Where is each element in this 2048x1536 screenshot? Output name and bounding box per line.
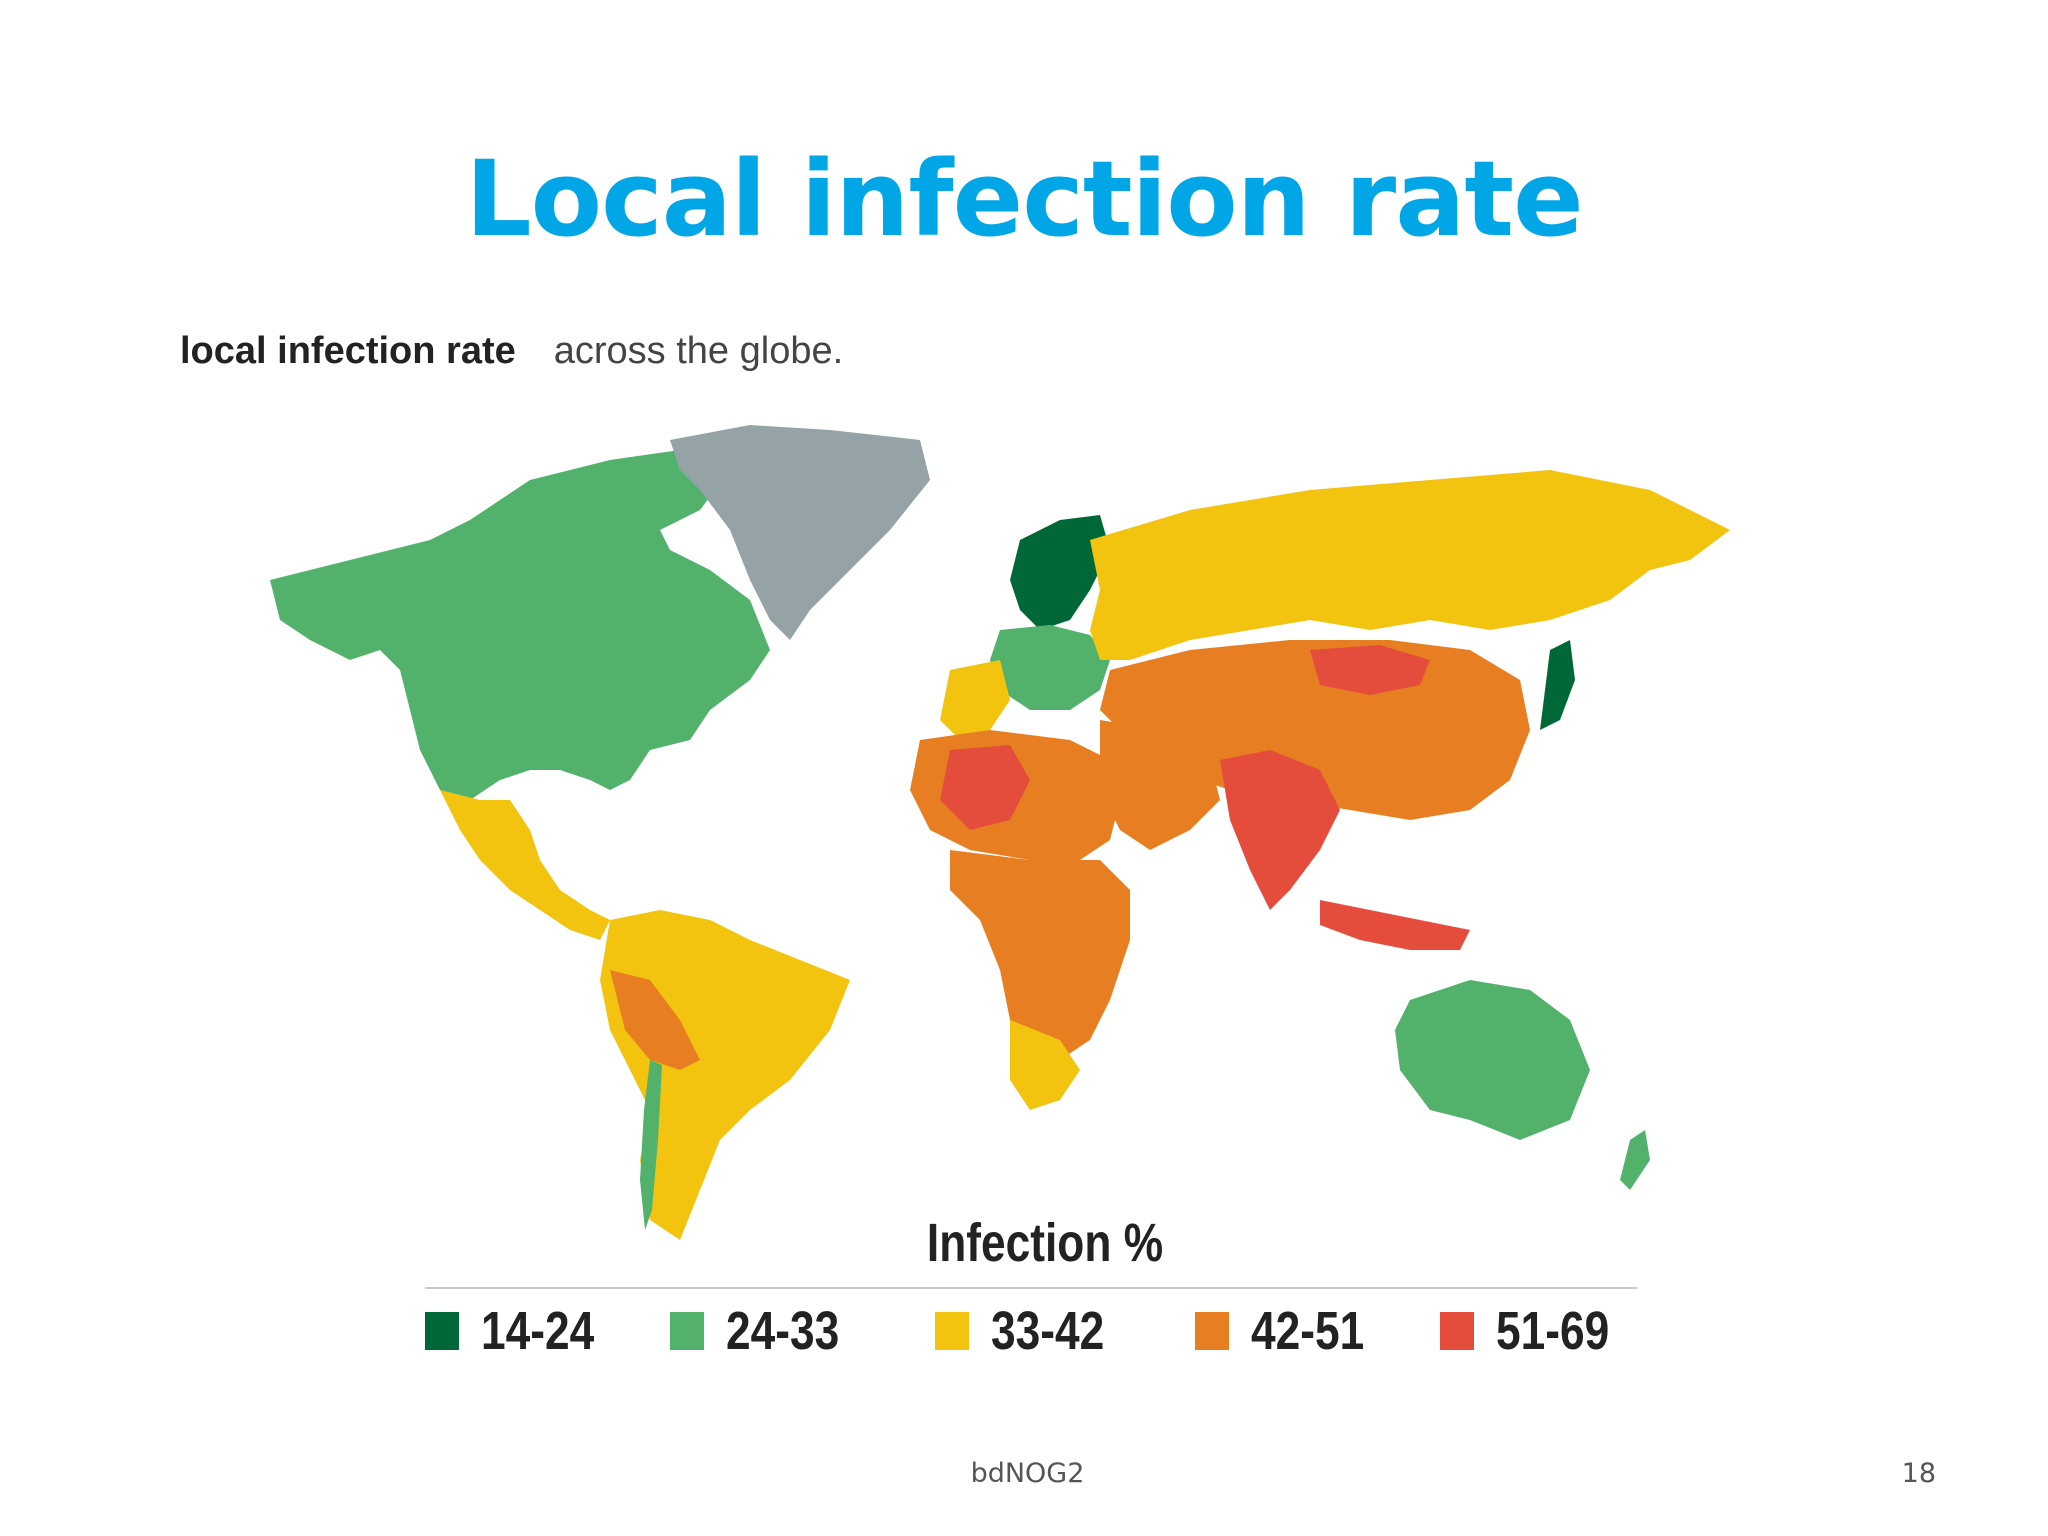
caption-bold: local infection rate (180, 330, 516, 372)
region-north-america (270, 450, 770, 800)
footer-text: bdNOG2 (970, 1458, 1085, 1489)
region-europe-west (940, 660, 1010, 740)
legend-item: 14-24 (425, 1296, 619, 1366)
map-caption: local infection rate across the globe. (180, 330, 843, 373)
world-map (230, 420, 1810, 1240)
world-map-svg (270, 425, 1730, 1240)
region-australia (1395, 980, 1590, 1140)
legend-title: Infection % (926, 1213, 1164, 1273)
legend-label: 42-51 (1251, 1301, 1365, 1361)
legend-item: 24-33 (670, 1296, 864, 1366)
region-middle-east (1100, 720, 1220, 850)
slide-title: Local infection rate (465, 138, 1583, 260)
legend-swatch (1440, 1312, 1474, 1350)
legend-swatch (1195, 1312, 1229, 1350)
legend-label: 33-42 (991, 1301, 1105, 1361)
legend-swatch (935, 1312, 969, 1350)
region-greenland (670, 425, 930, 640)
legend: 14-24 24-33 33-42 42-51 51-69 (425, 1296, 1655, 1366)
caption-rest: across the globe. (553, 330, 844, 372)
legend-label: 51-69 (1496, 1301, 1610, 1361)
region-south-america-north (600, 910, 850, 1240)
region-mongolia (1310, 645, 1430, 695)
region-africa-south (1010, 1020, 1080, 1110)
region-japan (1540, 640, 1575, 730)
region-central-america (440, 790, 610, 940)
region-scandinavia (1010, 515, 1110, 630)
page-number: 18 (1901, 1458, 1936, 1489)
region-russia (1090, 470, 1730, 660)
region-sahara-red (940, 745, 1030, 830)
region-southeast-asia (1320, 900, 1470, 950)
legend-item: 42-51 (1195, 1296, 1389, 1366)
legend-label: 24-33 (726, 1301, 840, 1361)
region-south-asia (1220, 750, 1340, 910)
legend-swatch (670, 1312, 704, 1350)
legend-divider (425, 1287, 1637, 1289)
legend-item: 33-42 (935, 1296, 1129, 1366)
region-andes-orange (610, 970, 700, 1070)
region-africa-central (950, 850, 1130, 1060)
legend-item: 51-69 (1440, 1296, 1634, 1366)
legend-label: 14-24 (481, 1301, 595, 1361)
legend-swatch (425, 1312, 459, 1350)
region-europe-central (990, 625, 1110, 710)
region-chile (640, 1060, 662, 1230)
region-new-zealand (1620, 1130, 1650, 1190)
